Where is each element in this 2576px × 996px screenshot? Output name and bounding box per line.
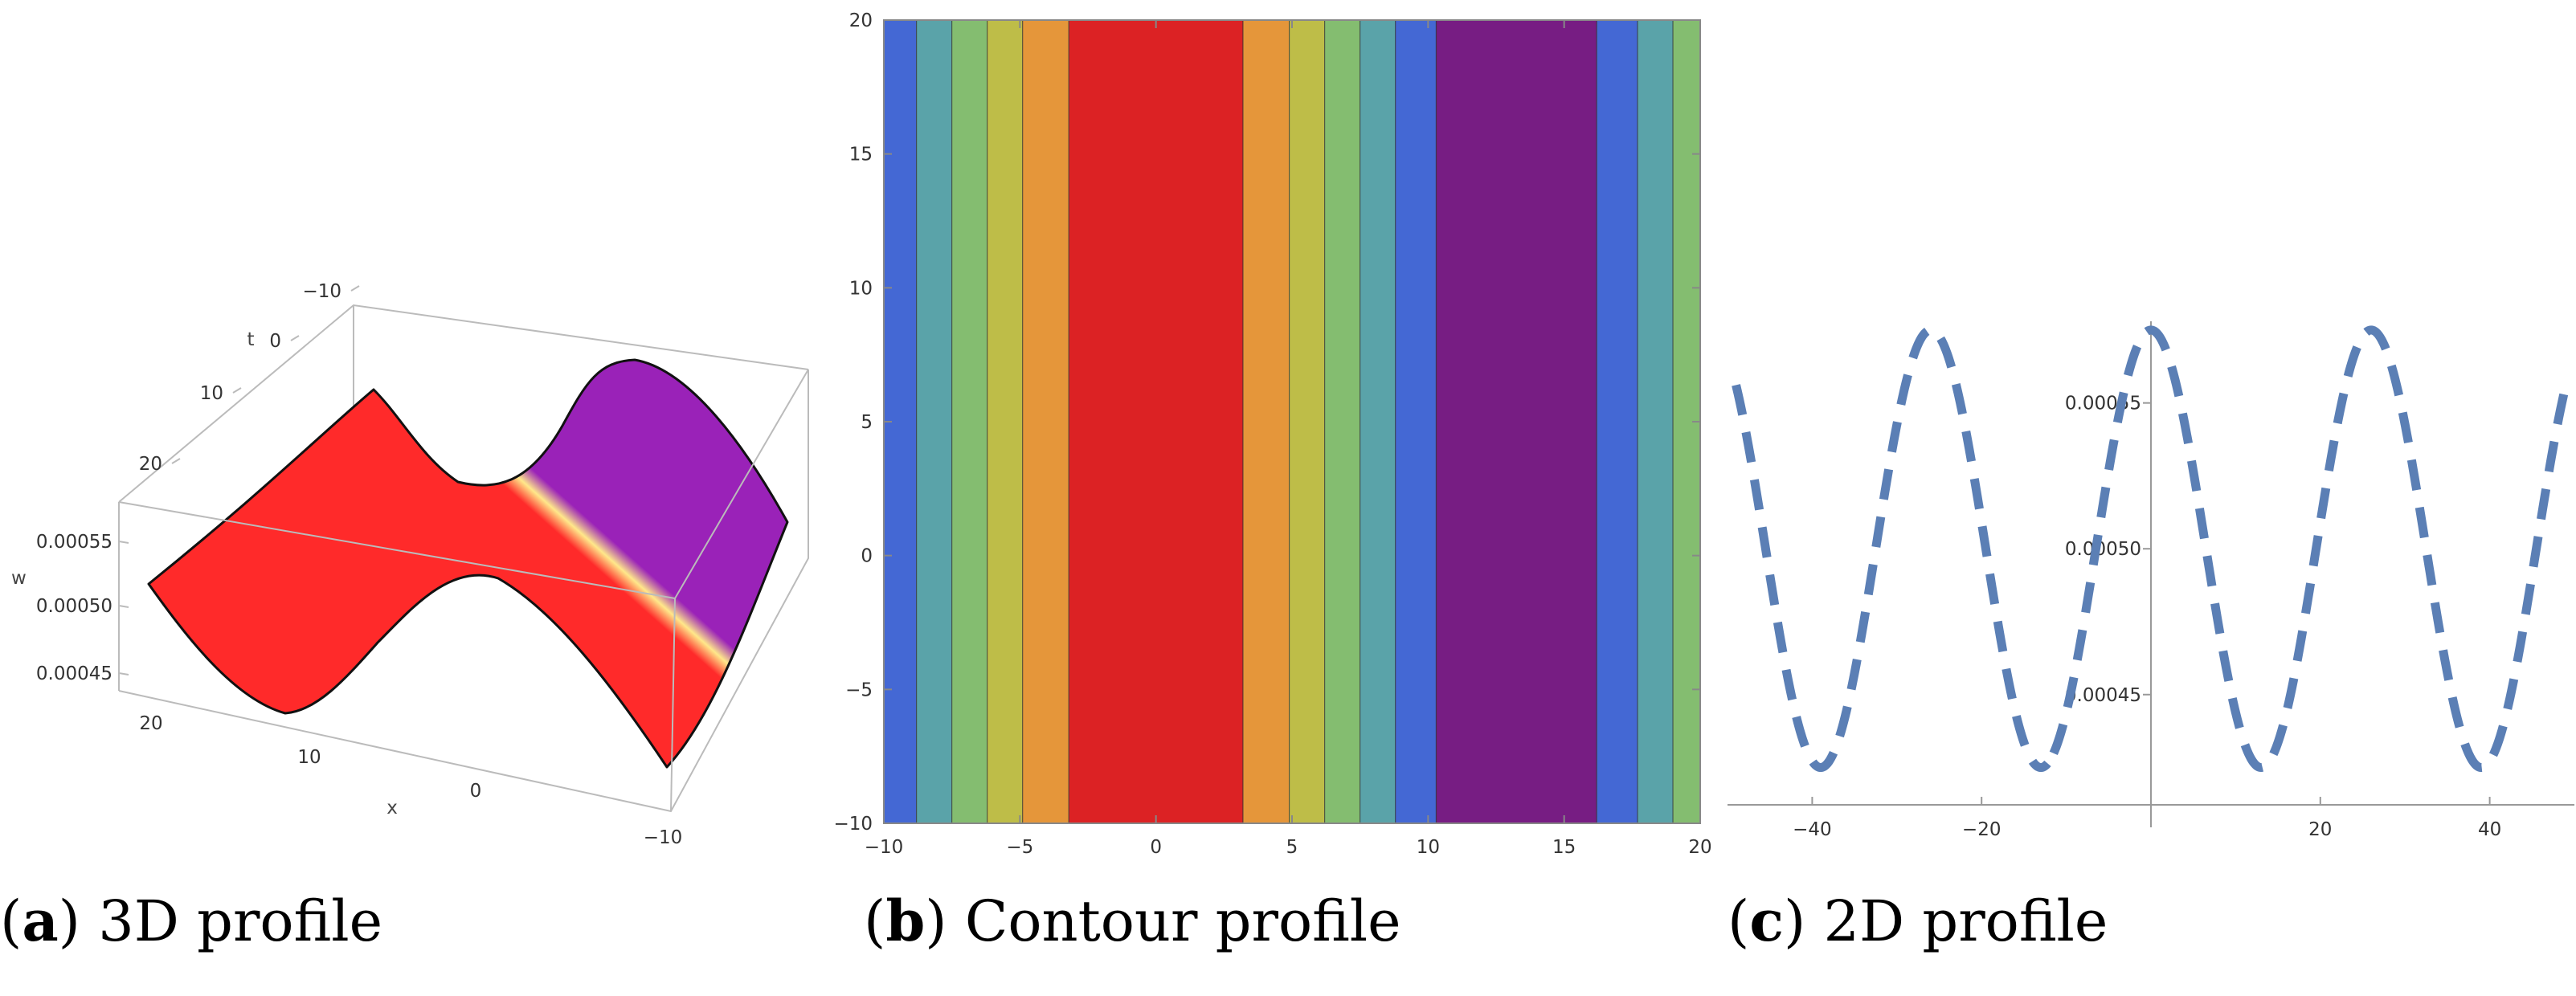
contour-band bbox=[1242, 19, 1290, 824]
surface bbox=[147, 358, 789, 769]
contour-band bbox=[1395, 19, 1437, 824]
w-tick-mark bbox=[118, 541, 129, 544]
contour-x-tick-label: 5 bbox=[1286, 837, 1298, 858]
contour-y-tick-label: 10 bbox=[849, 278, 873, 299]
t-tick-mark bbox=[232, 387, 242, 394]
contour-x-tick-label: 10 bbox=[1417, 837, 1440, 858]
contour-band bbox=[916, 19, 953, 824]
bounding-box-front bbox=[118, 369, 809, 813]
line-x-tick-label: 20 bbox=[2308, 819, 2332, 840]
w-ticks: 0.00055 0.00050 0.00045 bbox=[36, 532, 129, 684]
line-x-tick-label: −20 bbox=[1962, 819, 2002, 840]
x-axis-label: x bbox=[386, 798, 398, 818]
panel-contour: −10 −5 0 5 10 15 20 −10 −5 0 5 10 15 20 bbox=[833, 10, 1711, 858]
w-tick-mark bbox=[118, 605, 129, 608]
contour-band bbox=[1289, 19, 1326, 824]
t-tick-label: 0 bbox=[269, 331, 281, 352]
caption-b: (b) Contour profile bbox=[864, 888, 1401, 954]
contour-x-tick-label: 20 bbox=[1688, 837, 1711, 858]
caption-c: (c) 2D profile bbox=[1728, 888, 2108, 954]
w-tick-label: 0.00045 bbox=[36, 663, 112, 684]
contour-y-tick-label: −5 bbox=[845, 680, 873, 700]
t-tick-mark bbox=[171, 458, 181, 464]
contour-band bbox=[1637, 19, 1674, 824]
contour-bands bbox=[883, 19, 1701, 824]
t-tick-mark bbox=[290, 335, 300, 341]
contour-y-tick-label: 0 bbox=[861, 546, 873, 567]
contour-x-tick-label: 0 bbox=[1150, 837, 1162, 858]
contour-band bbox=[987, 19, 1024, 824]
t-axis-label: t bbox=[247, 329, 254, 350]
t-tick-label: −10 bbox=[302, 281, 341, 302]
caption-c-text: 2D profile bbox=[1823, 888, 2108, 954]
contour-ticks: −10 −5 0 5 10 15 20 −10 −5 0 5 10 15 20 bbox=[833, 10, 1711, 858]
w-tick-label: 0.00050 bbox=[36, 596, 112, 617]
line-series bbox=[1732, 325, 2570, 773]
contour-y-tick-label: 20 bbox=[849, 10, 873, 31]
t-tick-label: 20 bbox=[139, 454, 162, 475]
w-tick-label: 0.00055 bbox=[36, 532, 112, 553]
contour-y-tick-label: 15 bbox=[849, 145, 873, 165]
contour-band bbox=[1068, 19, 1244, 824]
caption-a-letter: a bbox=[22, 888, 59, 954]
line-y-tick-label: 0.00050 bbox=[2065, 539, 2141, 560]
line-axes: −40 −20 20 40 0.00045 0.00050 0.00055 bbox=[1728, 321, 2574, 840]
x-tick-label: 0 bbox=[470, 781, 482, 802]
line-series-path bbox=[1732, 325, 2051, 773]
contour-x-tick-label: −10 bbox=[865, 837, 904, 858]
line-y-tick-label: 0.00045 bbox=[2065, 685, 2141, 706]
t-tick-mark bbox=[350, 285, 360, 292]
contour-y-tick-label: 5 bbox=[861, 412, 873, 433]
panel-2d: −40 −20 20 40 0.00045 0.00050 0.00055 bbox=[1728, 321, 2574, 840]
line-y-tick-label: 0.00055 bbox=[2065, 394, 2141, 414]
x-ticks: 20 10 0 −10 bbox=[139, 713, 682, 848]
x-tick-label: 10 bbox=[297, 747, 321, 768]
line-x-tick-label: −40 bbox=[1793, 819, 1832, 840]
line-x-tick-label: 40 bbox=[2478, 819, 2501, 840]
line-series-path bbox=[2049, 325, 2570, 773]
contour-band bbox=[1022, 19, 1069, 824]
w-tick-mark bbox=[118, 672, 129, 676]
x-tick-label: 20 bbox=[139, 713, 162, 734]
caption-b-text: Contour profile bbox=[964, 888, 1401, 954]
contour-band bbox=[1596, 19, 1638, 824]
contour-x-tick-label: −5 bbox=[1006, 837, 1033, 858]
contour-band bbox=[1435, 19, 1597, 824]
contour-y-tick-label: −10 bbox=[833, 814, 873, 835]
contour-band bbox=[1360, 19, 1396, 824]
caption-c-letter: c bbox=[1749, 888, 1784, 954]
w-axis-label: w bbox=[11, 568, 27, 589]
x-tick-label: −10 bbox=[644, 827, 683, 848]
t-tick-label: 10 bbox=[200, 383, 223, 404]
caption-b-letter: b bbox=[885, 888, 926, 954]
t-ticks: −10 0 10 20 bbox=[139, 281, 360, 475]
contour-x-tick-label: 15 bbox=[1552, 837, 1576, 858]
caption-a: (a) 3D profile bbox=[0, 888, 383, 954]
contour-band bbox=[951, 19, 988, 824]
caption-a-text: 3D profile bbox=[98, 888, 383, 954]
contour-band bbox=[1324, 19, 1361, 824]
